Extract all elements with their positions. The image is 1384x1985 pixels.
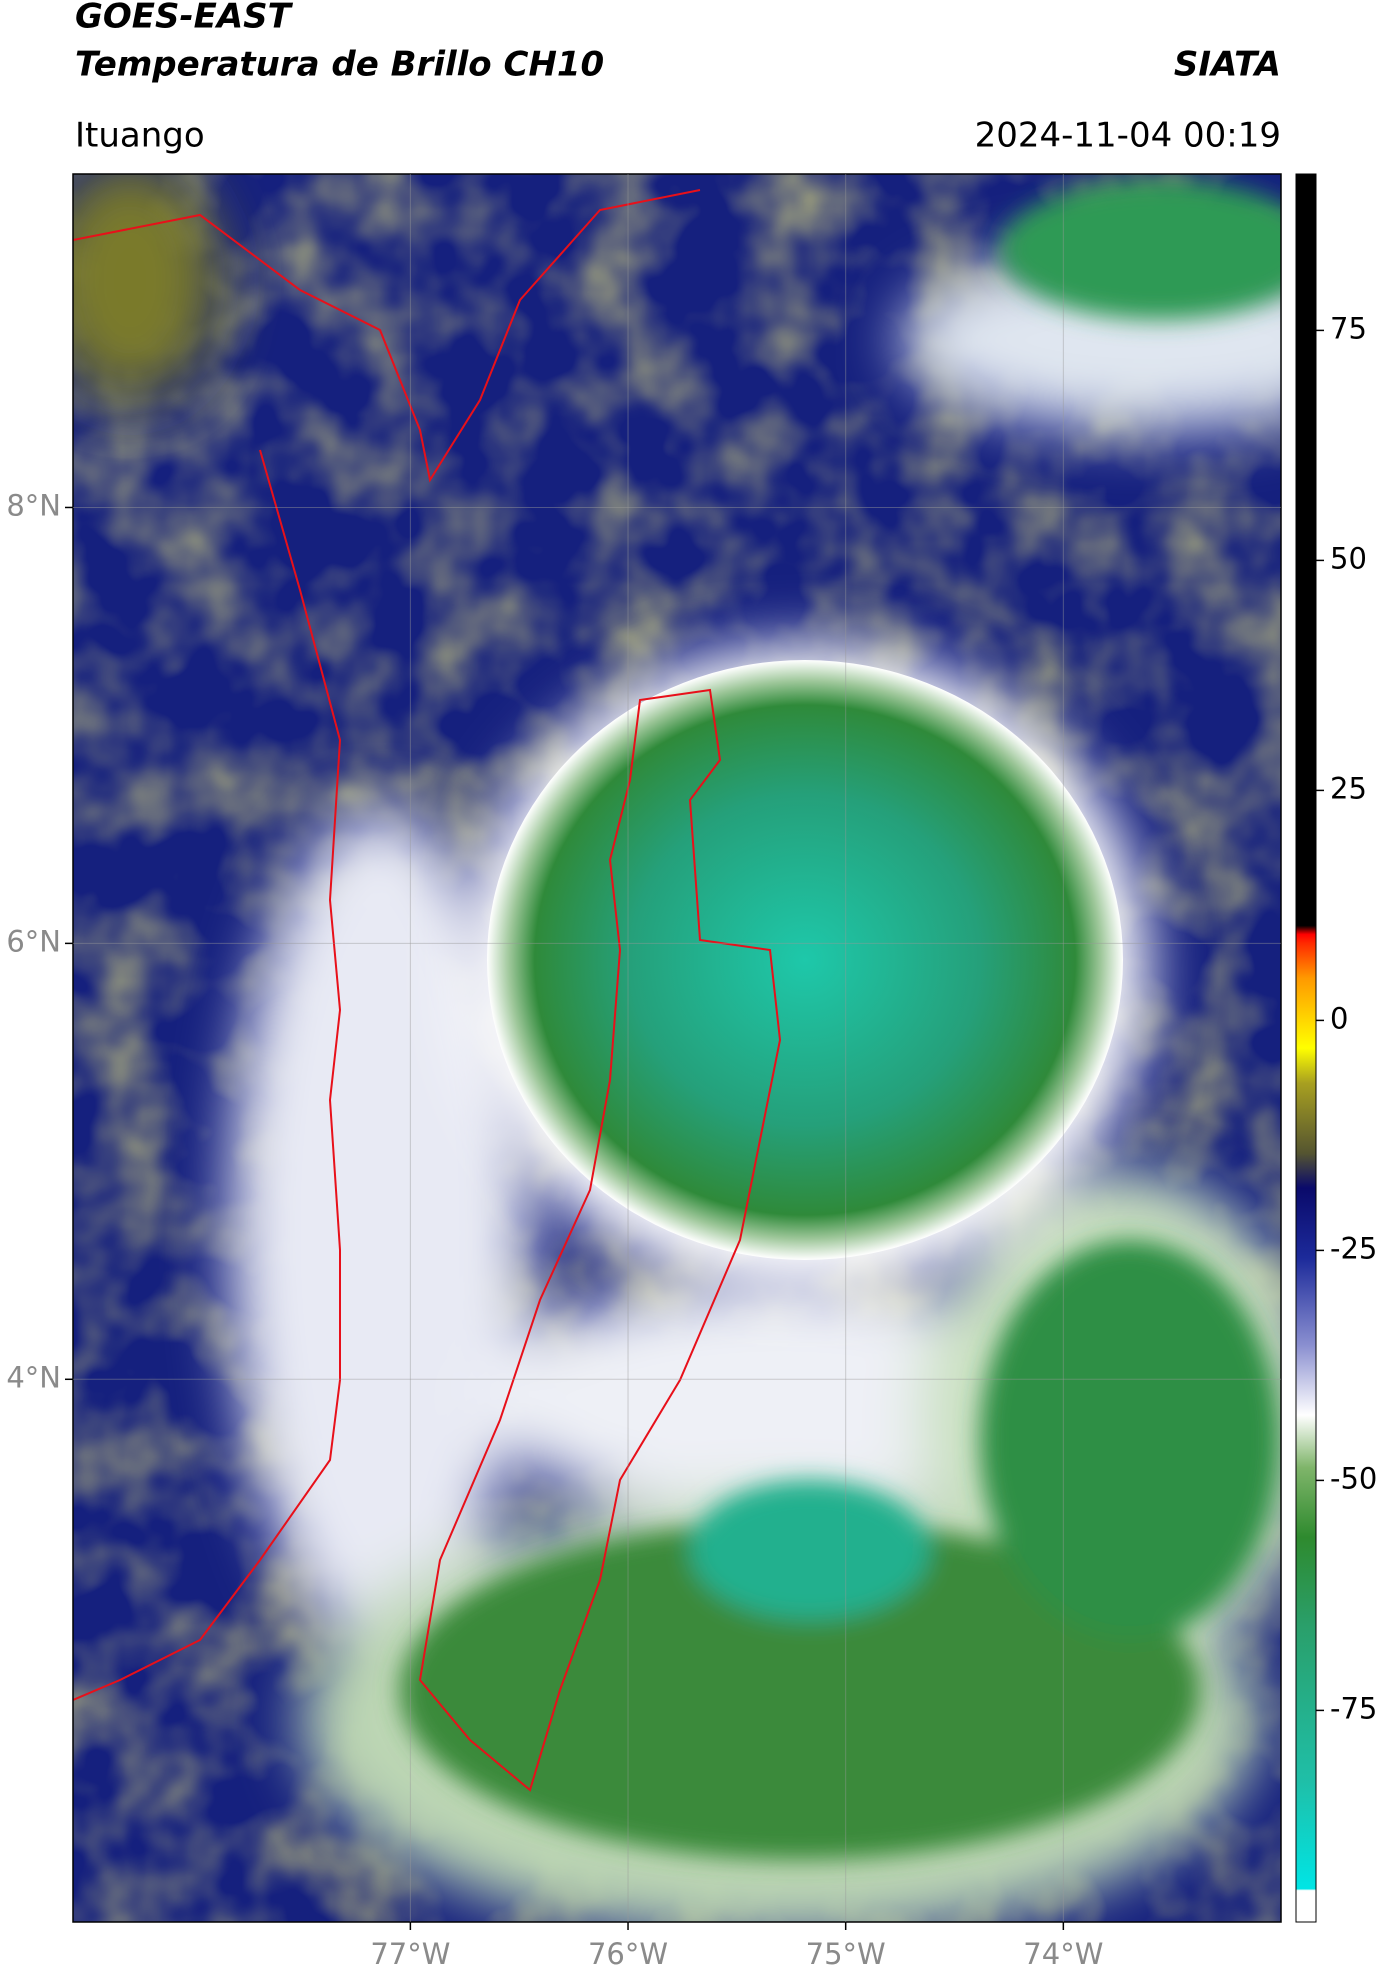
colorbar-tick-label: 0	[1330, 1001, 1348, 1035]
title: GOES-EAST	[75, 0, 294, 37]
colorbar-tick-label: -75	[1330, 1691, 1377, 1725]
colorbar-tick-label: 25	[1330, 771, 1367, 805]
y-tick-label: 6°N	[6, 924, 61, 958]
satellite-image	[73, 174, 1281, 1922]
x-tick-label: 75°W	[806, 1937, 886, 1971]
x-tick-label: 74°W	[1023, 1937, 1103, 1971]
source: SIATA	[1174, 45, 1281, 85]
y-tick-label: 4°N	[6, 1360, 61, 1394]
datetime: 2024-11-04 00:19	[975, 116, 1281, 156]
x-tick-label: 77°W	[370, 1937, 450, 1971]
axes: 77°W 76°W 75°W 74°W 4°N 6°N 8°N -75 -50 -25 0 25 50 7…	[6, 174, 1377, 1971]
colorbar-tick-label: 75	[1330, 311, 1367, 345]
colorbar-tick-label: -50	[1330, 1461, 1377, 1495]
y-tick-label: 8°N	[6, 488, 61, 522]
x-tick-label: 76°W	[588, 1937, 668, 1971]
colorbar-tick-label: 50	[1330, 541, 1367, 575]
subtitle: Temperatura de Brillo CH10	[75, 45, 604, 85]
colorbar-tick-label: -25	[1330, 1231, 1377, 1265]
map-frame	[72, 173, 1282, 1923]
colorbar	[1295, 173, 1317, 1923]
region: Ituango	[75, 116, 205, 156]
